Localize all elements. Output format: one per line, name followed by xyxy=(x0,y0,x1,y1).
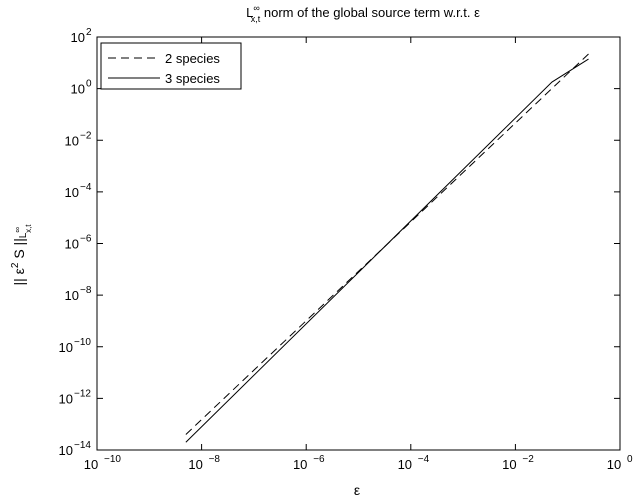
x-tick-label-exp: −8 xyxy=(209,454,221,465)
x-axis-label: ε xyxy=(354,482,360,498)
ylabel-L-sup: ∞ xyxy=(13,227,22,233)
y-tick-label: 10 xyxy=(65,288,79,303)
x-tick-label: 10 xyxy=(84,457,98,472)
x-tick-label-exp: −2 xyxy=(522,454,534,465)
y-tick-label-exp: −10 xyxy=(74,337,91,348)
y-tick-label-exp: −2 xyxy=(80,130,92,141)
title-norm-sup: ∞ xyxy=(253,3,259,13)
chart-title: L∞ x,t norm of the global source term w.r… xyxy=(246,3,480,24)
x-tick-label: 10 xyxy=(293,457,307,472)
title-norm-letter: L xyxy=(246,5,253,20)
y-tick-label: 10 xyxy=(65,237,79,252)
y-tick-label-exp: −12 xyxy=(74,388,91,399)
legend: 2 species 3 species xyxy=(100,42,242,90)
x-tick-label-exp: −6 xyxy=(313,454,325,465)
y-tick-label-exp: −4 xyxy=(80,182,92,193)
y-tick-label-exp: −6 xyxy=(80,234,92,245)
y-tick-label: 10 xyxy=(65,185,79,200)
series-lines xyxy=(185,53,589,443)
y-tick-label: 10 xyxy=(59,443,73,458)
y-tick-label-exp: −8 xyxy=(80,285,92,296)
x-tick-label: 10 xyxy=(502,457,516,472)
y-tick-label-exp: −14 xyxy=(74,440,91,451)
legend-label-3-species: 3 species xyxy=(165,71,220,86)
x-ticks: 10 −10 10 −8 10 −6 10 −4 10 −2 10 0 xyxy=(84,37,633,472)
title-norm-sub: x,t xyxy=(251,14,261,24)
legend-label-2-species: 2 species xyxy=(165,51,220,66)
plot-area xyxy=(96,36,621,451)
title-text: norm of the global source term w.r.t. ε xyxy=(260,5,480,20)
y-tick-label: 10 xyxy=(65,133,79,148)
y-tick-label: 10 xyxy=(71,82,85,97)
y-tick-label-exp: 2 xyxy=(86,27,92,38)
x-tick-label: 10 xyxy=(398,457,412,472)
x-tick-label: 10 xyxy=(607,457,621,472)
legend-box xyxy=(100,42,242,90)
x-tick-label-exp: −4 xyxy=(418,454,430,465)
y-tick-label: 10 xyxy=(59,391,73,406)
y-tick-label: 10 xyxy=(59,340,73,355)
series-line-3-species xyxy=(185,58,589,443)
ylabel-L: L xyxy=(18,232,29,238)
x-tick-label-exp: 0 xyxy=(627,454,633,465)
y-tick-label-exp: 0 xyxy=(86,79,92,90)
ylabel-L-sub: x,t xyxy=(24,224,33,233)
ylabel-sup: 2 xyxy=(10,262,21,268)
y-axis-label: || ε2 S ||L∞ x,t xyxy=(10,224,33,286)
x-tick-label: 10 xyxy=(188,457,202,472)
ylabel-bars-eps: || ε xyxy=(11,268,27,285)
x-tick-label-exp: −10 xyxy=(104,454,121,465)
y-tick-label: 10 xyxy=(71,30,85,45)
ylabel-mid: S || xyxy=(11,238,27,262)
